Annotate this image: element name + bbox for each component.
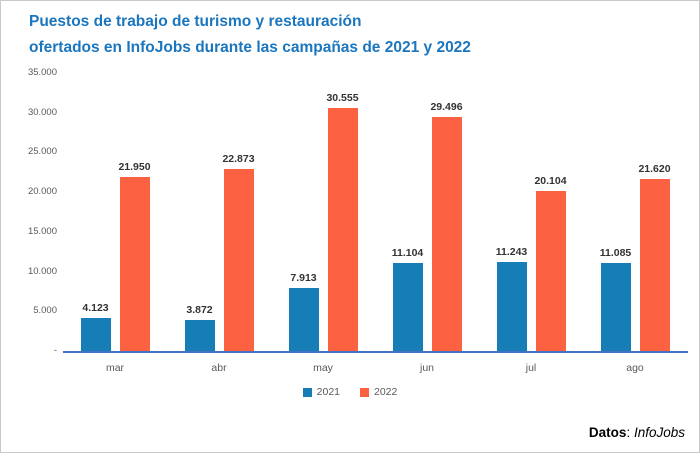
bar-2021-jun: 11.104 — [392, 247, 423, 351]
y-axis-tick-25.000: 25.000 — [27, 146, 57, 158]
legend-item-2022: 2022 — [360, 386, 397, 398]
value-label-2021-ago: 11.085 — [599, 247, 632, 259]
value-label-2021-jul: 11.243 — [495, 245, 528, 258]
bar-group-jun: 11.104 29.496 — [375, 73, 479, 351]
y-axis-tick-20.000: 20.000 — [27, 186, 57, 198]
chart-title-line-2: ofertados en InfoJobs durante las campañ… — [29, 39, 471, 56]
value-label-2021-abr: 3.872 — [186, 304, 213, 317]
bar-2021-may: 7.913 — [288, 272, 319, 351]
y-axis: 35.000 30.000 25.000 20.000 15.000 10.000 5.00… — [1, 67, 57, 356]
value-label-2022-abr: 22.873 — [222, 153, 255, 166]
bar-2021-ago: 11.085 — [600, 247, 631, 351]
source-label: Datos — [588, 425, 627, 440]
y-axis-tick--: - — [53, 345, 57, 356]
y-axis-tick-30.000: 30.000 — [27, 106, 57, 118]
bar-2022-mar: 21.950 — [118, 161, 151, 351]
value-label-2021-jun: 11.104 — [391, 246, 424, 259]
source-note: Datos: InfoJobs — [589, 425, 685, 440]
chart-title-line-1: Puestos de trabajo de turismo y restaura… — [29, 13, 362, 30]
source-separator: : — [626, 425, 634, 440]
bar-group-jul: 11.243 20.104 — [479, 73, 583, 351]
chart-title: Puestos de trabajo de turismo y restaura… — [29, 9, 471, 61]
value-label-2022-may: 30.555 — [326, 92, 359, 105]
legend-swatch-2021 — [302, 387, 312, 397]
value-label-2021-mar: 4.123 — [82, 302, 109, 315]
y-axis-tick-5.000: 5.000 — [33, 305, 57, 317]
legend-item-2021: 2021 — [302, 386, 340, 398]
x-axis-label-mar: mar — [105, 362, 125, 374]
legend-label-2021: 2021 — [316, 386, 340, 398]
legend-swatch-2022 — [360, 387, 369, 397]
bar-2021-mar: 4.123 — [80, 302, 111, 351]
bar-2021-jul: 11.243 — [496, 246, 527, 351]
y-axis-tick-10.000: 10.000 — [27, 265, 57, 277]
x-axis-label-ago: ago — [626, 362, 644, 374]
x-axis-label-jul: jul — [525, 362, 537, 374]
value-label-2022-jul: 20.104 — [534, 175, 567, 188]
x-axis-label-jun: jun — [419, 362, 434, 374]
bar-group-abr: 3.872 22.873 — [167, 73, 271, 351]
bar-group-ago: 11.085 21.620 — [583, 73, 687, 351]
legend-label-2022: 2022 — [374, 386, 398, 398]
y-axis-tick-15.000: 15.000 — [27, 225, 57, 237]
value-label-2022-jun: 29.496 — [430, 100, 463, 113]
bar-group-may: 7.913 30.555 — [271, 73, 375, 351]
x-axis: mar abr may jun jul ago — [63, 362, 687, 374]
y-axis-tick-35.000: 35.000 — [27, 67, 57, 78]
bar-group-mar: 4.123 21.950 — [63, 73, 167, 351]
bar-2022-ago: 21.620 — [638, 163, 671, 351]
x-axis-line — [63, 351, 688, 353]
bar-2022-may: 30.555 — [326, 92, 359, 351]
bar-2021-abr: 3.872 — [184, 304, 215, 351]
legend: 2021 2022 — [1, 386, 699, 398]
bar-2022-abr: 22.873 — [222, 153, 255, 351]
value-label-2021-may: 7.913 — [290, 272, 317, 285]
bar-2022-jun: 29.496 — [430, 101, 463, 351]
x-axis-label-abr: abr — [211, 362, 227, 374]
plot-area: 4.123 21.950 3.872 22.873 7.913 30.555 11.104 2… — [63, 73, 687, 351]
value-label-2022-mar: 21.950 — [118, 160, 151, 173]
source-value: InfoJobs — [633, 425, 685, 440]
bar-2022-jul: 20.104 — [534, 175, 567, 351]
value-label-2022-ago: 21.620 — [638, 163, 671, 176]
x-axis-label-may: may — [313, 362, 333, 374]
